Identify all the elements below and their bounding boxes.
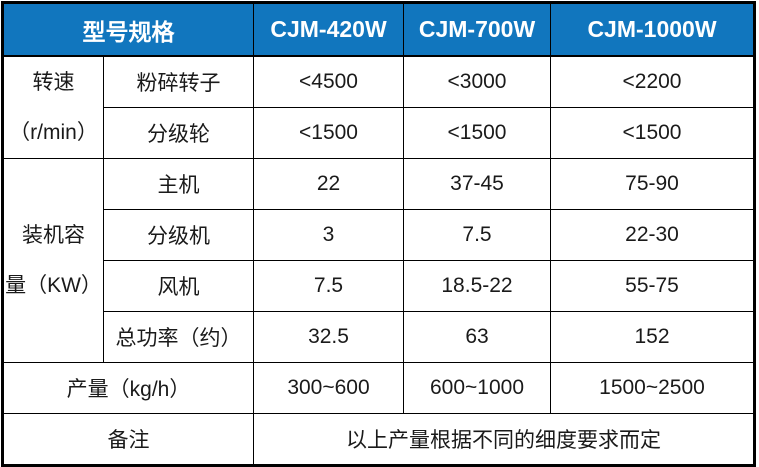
row-label-fan: 风机 [103, 260, 254, 312]
cell-main-700w: 37-45 [403, 158, 551, 210]
table-row-power-fan: 风机 7.5 18.5-22 55-75 [3, 260, 755, 312]
cell-rotor-420w: <4500 [253, 55, 404, 108]
table-row-power-classifier: 分级机 3 7.5 22-30 [3, 209, 755, 261]
row-label-main-machine: 主机 [103, 158, 254, 210]
group-label-speed: 转速 （r/min） [2, 55, 104, 159]
cell-classifier-1000w: 22-30 [550, 209, 755, 261]
cell-wheel-700w: <1500 [403, 107, 551, 159]
row-label-crush-rotor: 粉碎转子 [103, 55, 254, 108]
group-label-installed-power: 装机容 量（KW） [2, 158, 104, 363]
table-row-speed-rotor: 转速 （r/min） 粉碎转子 <4500 <3000 <2200 [2, 55, 755, 159]
table-row-power-main: 装机容 量（KW） 主机 22 37-45 75-90 [2, 158, 755, 363]
cell-classifier-420w: 3 [253, 209, 404, 261]
cell-capacity-420w: 300~600 [253, 362, 404, 414]
cell-capacity-1000w: 1500~2500 [550, 362, 755, 414]
cell-fan-420w: 7.5 [253, 260, 404, 312]
table-row-power-total: 总功率（约） 32.5 63 152 [3, 311, 755, 363]
cell-wheel-420w: <1500 [253, 107, 404, 159]
cell-fan-700w: 18.5-22 [403, 260, 551, 312]
header-model-cjm700w: CJM-700W [403, 2, 551, 57]
cell-total-420w: 32.5 [253, 311, 404, 363]
table-row-capacity: 产量（kg/h） 300~600 600~1000 1500~2500 [2, 362, 755, 414]
cell-total-700w: 63 [403, 311, 551, 363]
row-label-classifier-wheel: 分级轮 [103, 107, 254, 159]
cell-fan-1000w: 55-75 [550, 260, 755, 312]
cell-capacity-700w: 600~1000 [403, 362, 551, 414]
table-row-speed-classifier-wheel: 分级轮 <1500 <1500 <1500 [3, 107, 755, 159]
cell-rotor-1000w: <2200 [550, 55, 755, 108]
header-spec-label: 型号规格 [2, 2, 254, 57]
row-label-total-power: 总功率（约） [103, 311, 254, 363]
cell-rotor-700w: <3000 [403, 55, 551, 108]
cell-main-420w: 22 [253, 158, 404, 210]
header-row: 型号规格 CJM-420W CJM-700W CJM-1000W [2, 2, 755, 57]
cell-main-1000w: 75-90 [550, 158, 755, 210]
table-row-remark: 备注 以上产量根据不同的细度要求而定 [2, 413, 755, 466]
cell-wheel-1000w: <1500 [550, 107, 755, 159]
header-model-cjm1000w: CJM-1000W [550, 2, 755, 57]
row-label-capacity: 产量（kg/h） [2, 362, 254, 414]
row-label-remark: 备注 [2, 413, 254, 466]
cell-total-1000w: 152 [550, 311, 755, 363]
row-label-classifier-machine: 分级机 [103, 209, 254, 261]
header-model-cjm420w: CJM-420W [253, 2, 404, 57]
cell-classifier-700w: 7.5 [403, 209, 551, 261]
cell-remark-note: 以上产量根据不同的细度要求而定 [253, 413, 755, 466]
